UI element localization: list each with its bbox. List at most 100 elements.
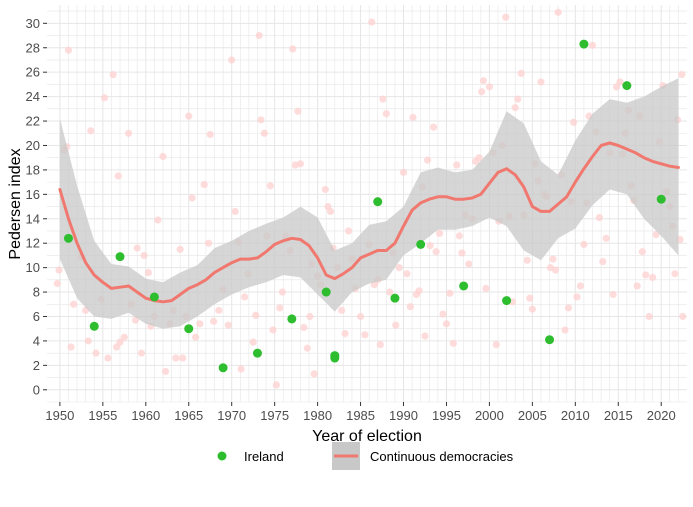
- background-point: [671, 270, 679, 278]
- background-point: [109, 71, 117, 79]
- background-point: [252, 311, 260, 319]
- ireland-point: [373, 197, 383, 207]
- background-point: [64, 46, 73, 54]
- background-point: [382, 110, 390, 118]
- background-point: [215, 306, 223, 314]
- smooth-line-group: [58, 141, 680, 304]
- background-point: [442, 320, 451, 328]
- background-point: [159, 152, 167, 161]
- x-tick-label: 1990: [389, 408, 418, 423]
- x-tick-label: 1985: [346, 408, 375, 423]
- background-point: [576, 282, 585, 290]
- background-point: [188, 194, 196, 202]
- background-point: [300, 323, 308, 332]
- y-tick-label: 4: [33, 333, 40, 348]
- background-point: [224, 321, 232, 329]
- background-point: [276, 304, 284, 312]
- background-point: [399, 168, 408, 176]
- background-point: [53, 279, 61, 288]
- background-point: [255, 31, 263, 40]
- ireland-point: [416, 239, 426, 249]
- background-point: [609, 290, 617, 299]
- background-point: [269, 326, 277, 334]
- background-point: [602, 234, 610, 242]
- y-tick-label: 14: [26, 211, 40, 226]
- background-point: [475, 154, 483, 162]
- y-tick-label: 20: [26, 138, 40, 153]
- background-point: [526, 294, 534, 302]
- background-point: [415, 287, 423, 295]
- background-point: [514, 95, 522, 103]
- background-point: [104, 354, 112, 362]
- background-point: [482, 284, 490, 292]
- background-point: [478, 88, 486, 96]
- background-point: [133, 244, 141, 252]
- background-point: [67, 343, 75, 351]
- x-tick-label: 2015: [604, 408, 633, 423]
- background-point: [492, 340, 500, 349]
- ireland-point: [656, 194, 666, 204]
- background-point: [588, 41, 597, 49]
- background-point: [92, 349, 100, 357]
- background-point: [573, 293, 581, 301]
- x-tick-label: 1995: [432, 408, 461, 423]
- x-tick-label: 1955: [88, 408, 117, 423]
- legend-ireland-label: Ireland: [244, 449, 284, 464]
- background-point: [517, 69, 525, 78]
- background-point: [679, 312, 687, 321]
- ireland-points: [63, 39, 666, 373]
- background-point: [179, 354, 187, 362]
- background-point: [386, 288, 394, 296]
- x-tick-label: 2000: [475, 408, 504, 423]
- ireland-point: [63, 233, 73, 243]
- background-point: [554, 8, 562, 16]
- y-tick-label: 26: [26, 65, 40, 80]
- background-point: [296, 160, 305, 168]
- x-tick-label: 2005: [518, 408, 547, 423]
- x-tick-label: 1950: [45, 408, 74, 423]
- background-point: [502, 13, 510, 21]
- ireland-point: [390, 293, 400, 303]
- ireland-point: [89, 321, 99, 331]
- background-point: [125, 129, 133, 137]
- background-point: [511, 104, 519, 112]
- background-point: [338, 306, 346, 314]
- y-tick-label: 30: [26, 16, 40, 31]
- ireland-point: [579, 39, 589, 49]
- background-point: [278, 288, 286, 296]
- background-point: [580, 240, 588, 249]
- confidence-ribbon: [59, 78, 679, 329]
- background-point: [638, 248, 646, 256]
- background-point: [446, 289, 454, 297]
- background-point: [595, 213, 603, 222]
- background-point: [144, 268, 152, 277]
- background-point: [131, 316, 140, 324]
- y-tick-label: 24: [26, 89, 40, 104]
- background-point: [395, 264, 403, 272]
- background-point: [266, 182, 274, 190]
- y-tick-label: 6: [33, 309, 40, 324]
- background-point: [341, 329, 349, 338]
- background-point: [549, 255, 557, 263]
- y-axis-label: Pedersen index: [7, 148, 24, 259]
- background-point: [599, 257, 607, 266]
- background-point: [192, 333, 200, 341]
- background-point: [120, 333, 128, 341]
- background-point: [642, 271, 650, 279]
- background-point: [435, 229, 444, 238]
- background-point: [310, 370, 318, 378]
- background-point: [237, 365, 245, 373]
- background-point: [465, 260, 473, 268]
- background-point: [409, 113, 417, 121]
- background-point: [678, 71, 686, 79]
- background-point: [528, 305, 536, 313]
- x-axis-label: Year of election: [312, 428, 422, 445]
- background-point: [196, 320, 204, 328]
- background-point: [240, 293, 249, 301]
- background-point: [257, 116, 265, 124]
- background-point: [455, 232, 463, 240]
- ireland-point: [502, 296, 512, 306]
- background-point: [204, 239, 213, 247]
- ireland-point: [321, 287, 331, 297]
